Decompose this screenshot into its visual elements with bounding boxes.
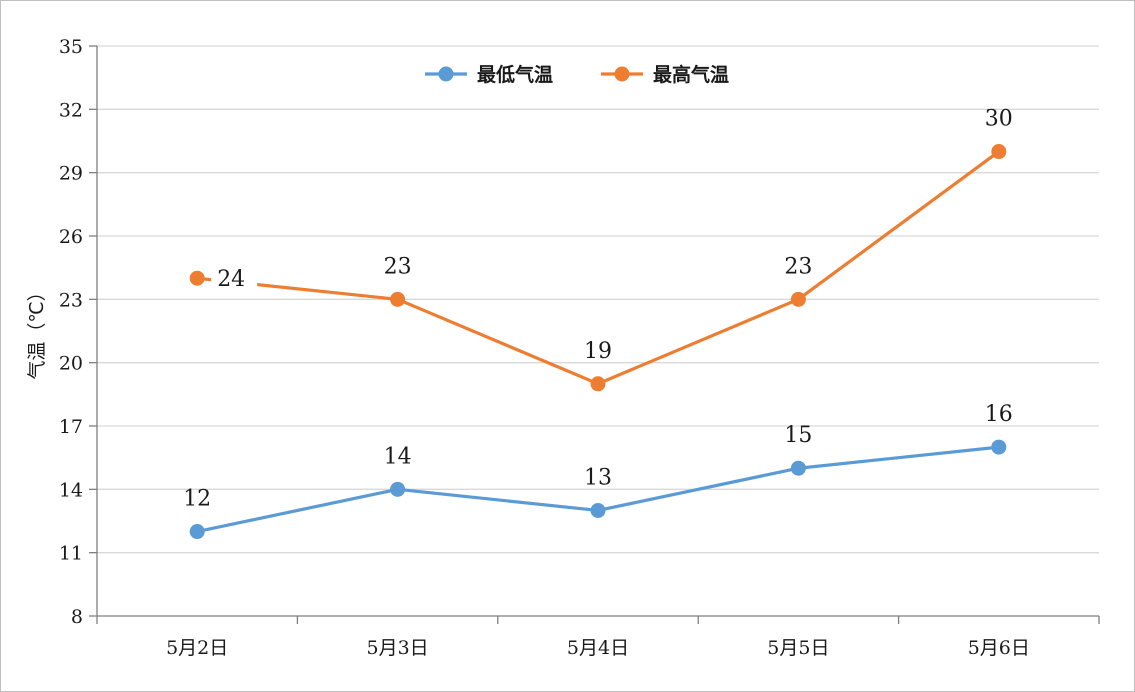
legend: 最低气温 最高气温 bbox=[425, 63, 729, 86]
data-point bbox=[189, 270, 205, 286]
data-label: 23 bbox=[784, 254, 812, 279]
y-tick-label: 14 bbox=[59, 479, 83, 501]
data-label: 30 bbox=[985, 107, 1013, 132]
legend-label: 最高气温 bbox=[653, 63, 729, 86]
y-tick-label: 35 bbox=[59, 36, 83, 58]
y-tick-label: 17 bbox=[59, 416, 83, 438]
y-tick-label: 11 bbox=[59, 543, 83, 565]
y-tick-label: 8 bbox=[71, 606, 83, 628]
data-point bbox=[189, 524, 205, 540]
data-label: 24 bbox=[217, 267, 245, 292]
data-label: 19 bbox=[584, 339, 612, 364]
y-tick-label: 32 bbox=[59, 99, 83, 121]
data-label: 12 bbox=[183, 487, 211, 512]
data-label: 16 bbox=[985, 402, 1013, 427]
data-label: 14 bbox=[384, 444, 412, 469]
data-point bbox=[590, 502, 606, 518]
data-label: 13 bbox=[584, 465, 612, 490]
y-tick-label: 23 bbox=[59, 289, 83, 311]
data-label: 15 bbox=[784, 423, 812, 448]
data-point bbox=[991, 439, 1007, 455]
data-point bbox=[790, 291, 806, 307]
data-labels: 12 14 13 15 16 24 23 19 23 30 bbox=[183, 107, 1013, 512]
axes: 8 11 14 17 20 23 26 29 32 35 5月2日 5月3日 5月4日 5月5日 5月6日 bbox=[59, 36, 1100, 659]
legend-marker bbox=[614, 66, 630, 82]
series-lines bbox=[189, 144, 1007, 540]
y-axis-title: 气温（℃） bbox=[26, 282, 48, 379]
data-point bbox=[390, 291, 406, 307]
legend-label: 最低气温 bbox=[477, 63, 553, 86]
x-tick-label: 5月2日 bbox=[166, 637, 228, 659]
data-point bbox=[991, 144, 1007, 160]
data-label-bg bbox=[211, 264, 258, 293]
data-point bbox=[590, 376, 606, 392]
legend-marker bbox=[438, 66, 454, 82]
x-tick-label: 5月3日 bbox=[367, 637, 429, 659]
data-point bbox=[390, 481, 406, 497]
y-tick-label: 29 bbox=[59, 163, 83, 185]
gridlines bbox=[97, 45, 1099, 554]
data-label: 23 bbox=[384, 254, 412, 279]
x-tick-label: 5月6日 bbox=[968, 637, 1030, 659]
data-point bbox=[790, 460, 806, 476]
x-tick-label: 5月4日 bbox=[567, 637, 629, 659]
x-tick-label: 5月5日 bbox=[767, 637, 829, 659]
y-tick-label: 26 bbox=[59, 226, 83, 248]
y-tick-label: 20 bbox=[59, 353, 83, 375]
